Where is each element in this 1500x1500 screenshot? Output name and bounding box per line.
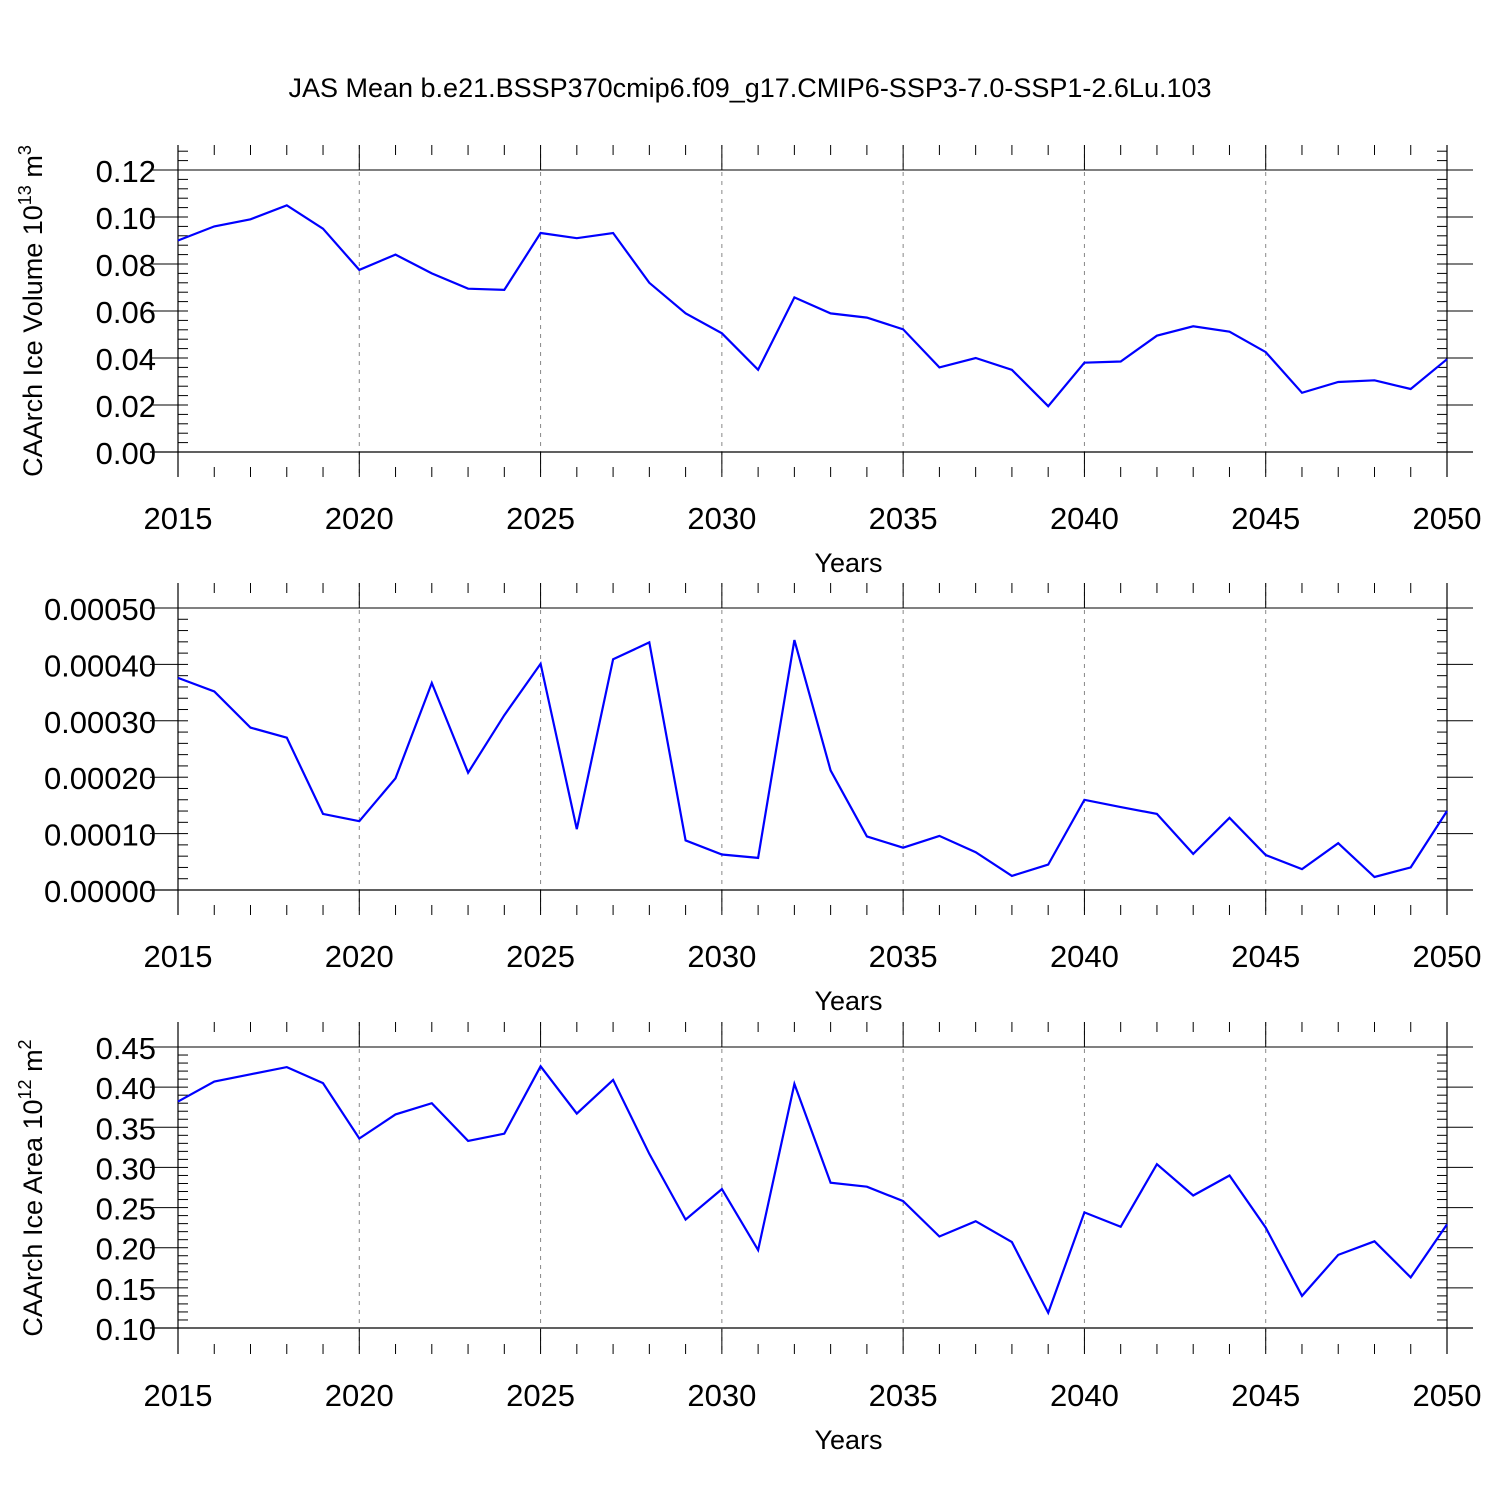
figure-title: JAS Mean b.e21.BSSP370cmip6.f09_g17.CMIP…	[288, 73, 1211, 103]
y-tick-label: 0.00	[96, 436, 156, 471]
series-line	[177, 204, 1448, 408]
x-tick-label: 2020	[325, 939, 394, 974]
y-tick-label: 0.04	[96, 342, 156, 377]
y-tick-label: 0.00030	[44, 705, 156, 740]
series-line	[177, 1064, 1448, 1316]
y-tick-label: 0.15	[96, 1272, 156, 1307]
y-tick-label: 0.10	[96, 1312, 156, 1347]
x-tick-label: 2050	[1413, 1378, 1482, 1413]
x-tick-label: 2050	[1413, 501, 1482, 536]
x-tick-label: 2035	[869, 1378, 938, 1413]
chart-panel-2: 0.00000 0.00010 0.00020 0.00030 0.00040 0.000…	[44, 583, 1482, 1016]
x-tick-label: 2015	[144, 939, 213, 974]
y-tick-label: 0.45	[96, 1031, 156, 1066]
x-axis-label: Years	[814, 548, 882, 578]
chart-panel-1: 0.00 0.02 0.04 0.06 0.08 0.10 0.12 2015 2020 2025…	[15, 145, 1481, 578]
y-tick-label: 0.10	[96, 201, 156, 236]
x-tick-label: 2025	[506, 939, 575, 974]
x-tick-label: 2020	[325, 501, 394, 536]
x-tick-label: 2025	[506, 1378, 575, 1413]
chart-panel-3: 0.10 0.15 0.20 0.25 0.30 0.35 0.40 0.45 2015 2020…	[15, 1022, 1481, 1455]
x-tick-label: 2030	[687, 1378, 756, 1413]
y-tick-label: 0.06	[96, 295, 156, 330]
x-tick-label: 2020	[325, 1378, 394, 1413]
y-tick-label: 0.00000	[44, 874, 156, 909]
y-tick-label: 0.30	[96, 1151, 156, 1186]
x-tick-label: 2050	[1413, 939, 1482, 974]
y-axis-label: CAArch Ice Volume 1013 m3	[15, 145, 48, 477]
x-tick-label: 2040	[1050, 1378, 1119, 1413]
panels: 0.00 0.02 0.04 0.06 0.08 0.10 0.12 2015 2020 2025…	[15, 145, 1481, 1455]
x-tick-label: 2045	[1231, 501, 1300, 536]
x-tick-label: 2045	[1231, 1378, 1300, 1413]
x-tick-label: 2040	[1050, 939, 1119, 974]
x-axis-label: Years	[814, 1425, 882, 1455]
y-tick-label: 0.35	[96, 1111, 156, 1146]
y-tick-label: 0.00010	[44, 818, 156, 853]
x-tick-label: 2015	[144, 501, 213, 536]
x-tick-label: 2040	[1050, 501, 1119, 536]
x-tick-label: 2025	[506, 501, 575, 536]
x-tick-label: 2030	[687, 501, 756, 536]
x-tick-label: 2035	[869, 501, 938, 536]
y-tick-label: 0.00020	[44, 761, 156, 796]
series-line	[177, 639, 1448, 879]
y-axis-label: CAArch Ice Area 1012 m2	[15, 1039, 48, 1336]
y-tick-label: 0.25	[96, 1192, 156, 1227]
y-tick-label: 0.08	[96, 248, 156, 283]
x-tick-label: 2030	[687, 939, 756, 974]
y-tick-label: 0.20	[96, 1232, 156, 1267]
y-tick-label: 0.00040	[44, 648, 156, 683]
y-tick-label: 0.02	[96, 389, 156, 424]
y-tick-label: 0.00050	[44, 592, 156, 627]
x-axis-label: Years	[814, 986, 882, 1016]
x-tick-label: 2015	[144, 1378, 213, 1413]
y-tick-label: 0.40	[96, 1071, 156, 1106]
x-tick-label: 2045	[1231, 939, 1300, 974]
y-tick-label: 0.12	[96, 154, 156, 189]
x-tick-label: 2035	[869, 939, 938, 974]
